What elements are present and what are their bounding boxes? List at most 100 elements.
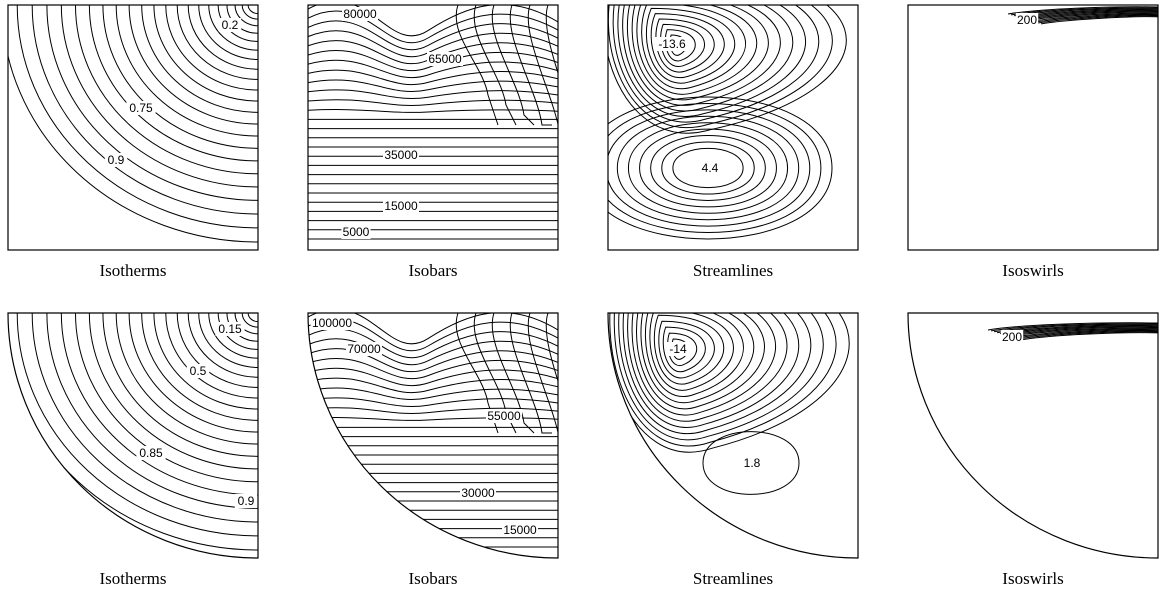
contour-label-background (383, 148, 419, 162)
domain-boundary (907, 4, 1159, 251)
isoswirl-line (1007, 6, 1158, 15)
isotherm-line (128, 313, 258, 433)
isotherm-label: 0.9 (238, 494, 255, 508)
streamlines-contours: -14 1.8 (608, 313, 850, 495)
contour-label-background (427, 52, 463, 66)
isotherm-line (16, 5, 258, 229)
isotherm-line (247, 5, 258, 15)
streamline (644, 313, 744, 397)
streamline (636, 5, 758, 95)
streamline (650, 135, 766, 201)
contour-label-background (460, 486, 496, 500)
isotherm-line (241, 5, 258, 20)
isotherm-label: 0.85 (139, 446, 163, 460)
isobar-label: 5000 (343, 225, 370, 239)
isobar-line (491, 313, 535, 434)
isoswirl-line (987, 322, 1158, 331)
isotherms-panel-quarter: 0.15 0.5 0.85 0.9 (7, 312, 259, 559)
isotherm-label: 0.9 (108, 153, 125, 167)
isotherm-line (241, 313, 258, 328)
isobars-panel-quarter: 100000 70000 55000 30000 15000 (307, 312, 559, 559)
isotherm-line (60, 5, 258, 188)
isotherm-line (208, 313, 258, 359)
domain-boundary (307, 312, 559, 559)
isotherm-line (16, 313, 258, 537)
isobar-line (308, 367, 558, 387)
isoswirls-contours: 200 (1007, 6, 1158, 27)
isobar-line (308, 99, 558, 106)
isobar-line (308, 387, 558, 401)
streamlines-panel-quarter: -14 1.8 (607, 312, 859, 559)
streamline (609, 313, 837, 447)
isobar-label: 80000 (343, 7, 377, 21)
contour-label-background (346, 342, 382, 356)
contour-label-background (1000, 330, 1024, 344)
isobars-caption: Isobars (408, 261, 457, 280)
isotherm-line (165, 5, 258, 91)
isobar-label: 70000 (347, 342, 381, 356)
isotherm-line (8, 53, 258, 243)
isotherm-line (88, 5, 258, 162)
isobar-line (308, 69, 558, 86)
streamline (627, 122, 789, 214)
isoswirl-line (990, 323, 1158, 332)
isobar-line (455, 313, 499, 434)
isobar-line (308, 89, 558, 99)
streamline (645, 7, 736, 84)
streamline (618, 313, 812, 434)
streamline (631, 5, 769, 101)
isobar-line (308, 397, 558, 407)
isobar-label: 30000 (461, 486, 495, 500)
contour-label-background (186, 364, 210, 378)
domain-boundary (607, 4, 859, 251)
isotherm-line (198, 313, 258, 368)
contour-label-background (136, 446, 166, 460)
domain-boundary (307, 4, 559, 251)
streamline-label: -13.6 (658, 37, 686, 51)
isoswirl-line (1034, 14, 1158, 23)
isotherms-panel-square: 0.2 0.75 0.9 (7, 4, 259, 251)
contour-label-background (341, 225, 371, 239)
streamline (650, 13, 725, 79)
isobar-line (308, 377, 558, 394)
isobar-line (308, 59, 558, 79)
isotherms-contours: 0.2 0.75 0.9 (8, 5, 258, 243)
streamline (627, 313, 788, 422)
streamline (613, 313, 824, 441)
isotherm-line (153, 5, 258, 102)
streamline (662, 326, 706, 373)
isobar-line (527, 313, 558, 445)
streamline (649, 313, 734, 391)
streamline (608, 5, 833, 128)
isobar-line (509, 313, 552, 434)
streamline (653, 314, 725, 385)
streamline-label: 1.8 (744, 456, 761, 470)
isobar-line (308, 357, 558, 380)
isoswirl-line (1031, 13, 1158, 22)
isotherm-line (141, 313, 258, 421)
isoswirls-caption: Isoswirls (1002, 261, 1063, 280)
isotherm-line (88, 313, 258, 470)
contour-label-background (234, 494, 258, 508)
isoswirl-line (1014, 330, 1158, 339)
streamline (639, 128, 777, 208)
isotherm-line (217, 313, 258, 350)
streamline (636, 313, 765, 410)
isobars-contours: 80000 65000 35000 15000 5000 (308, 5, 558, 240)
streamline (608, 102, 822, 234)
isotherms-caption: Isotherms (99, 569, 166, 588)
isotherm-line (115, 5, 258, 137)
isobar-line (545, 5, 558, 75)
isotherm-line (234, 5, 258, 27)
contour-label-background (502, 523, 538, 537)
contour-label-background (218, 18, 242, 32)
isoswirl-label: 200 (1017, 13, 1037, 27)
streamlines-caption: Streamlines (693, 261, 773, 280)
streamline (702, 431, 800, 495)
contour-label-background (740, 456, 764, 470)
isobar-line (473, 5, 517, 126)
isotherm-line (102, 313, 258, 457)
isotherm-line (208, 5, 258, 51)
isobar-label: 65000 (428, 52, 462, 66)
contour-label-background (666, 342, 690, 356)
